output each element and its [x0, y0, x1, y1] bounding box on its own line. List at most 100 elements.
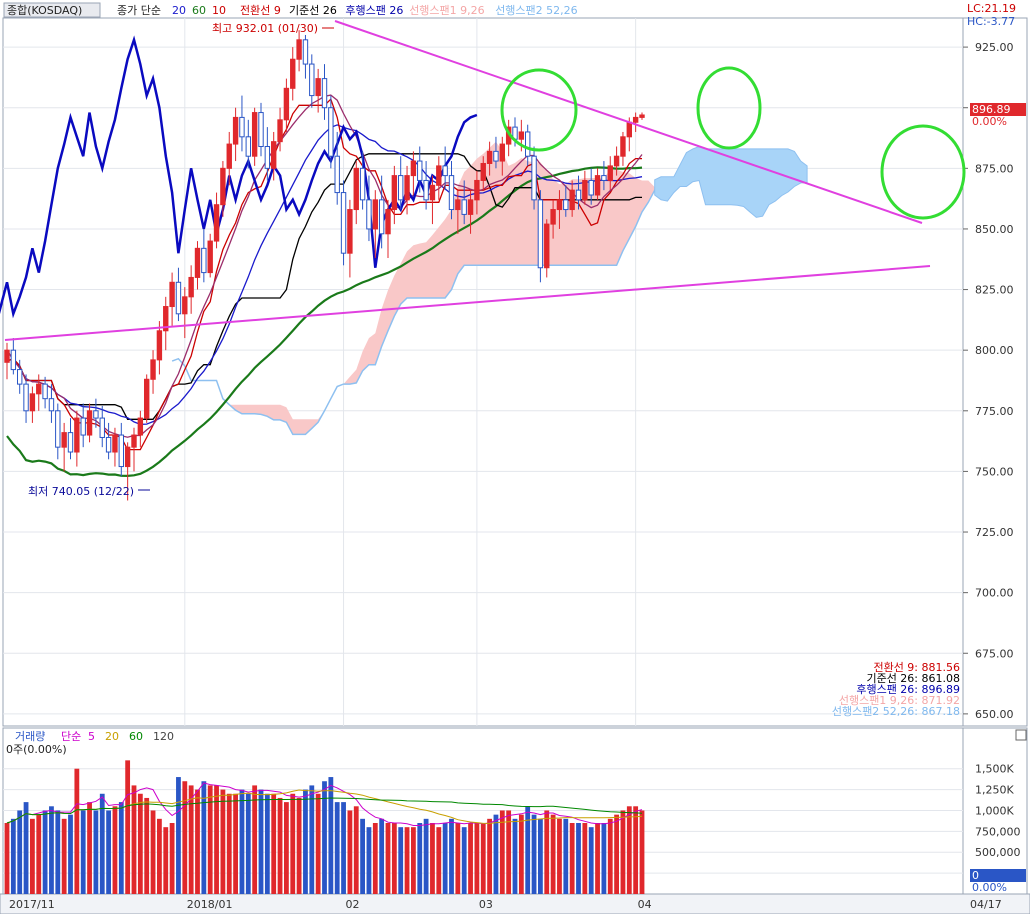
candle-body	[118, 434, 124, 468]
volume-bar	[417, 823, 423, 894]
date-label: 2017/11	[9, 898, 55, 911]
price-tick-label: 775.00	[975, 405, 1014, 418]
volume-bar	[353, 806, 359, 894]
price-axis	[962, 17, 1028, 727]
ma-period-10: 10	[212, 4, 226, 17]
candle-body	[105, 436, 112, 453]
candle-body	[404, 175, 410, 201]
indicator-value: 선행스팬1 9,26: 871.92	[839, 694, 960, 707]
candle-body	[156, 330, 163, 361]
current-price-pct: 0.00%	[972, 115, 1007, 128]
volume-bar	[506, 810, 512, 894]
volume-bar	[620, 810, 626, 894]
highlight-circle-2	[696, 66, 762, 150]
volume-bar	[544, 810, 550, 894]
volume-ma-period: 20	[105, 730, 119, 743]
candle-body	[417, 160, 423, 181]
volume-ma-period: 60	[129, 730, 143, 743]
volume-bar	[303, 789, 308, 894]
volume-bar	[525, 806, 531, 894]
date-label: 03	[479, 898, 493, 911]
volume-tick-label: 1,000K	[975, 804, 1014, 817]
volume-bar	[264, 793, 270, 894]
candle-body	[632, 116, 639, 123]
candle-body	[359, 167, 366, 201]
low-annotation: 최저 740.05 (12/22)	[28, 485, 134, 498]
volume-tag-pct: 0.00%	[972, 881, 1007, 894]
volume-bar	[366, 827, 372, 894]
volume-bar	[493, 814, 499, 894]
candle-body	[499, 143, 506, 162]
candle-body	[467, 199, 474, 215]
volume-bar	[131, 785, 137, 894]
candle-body	[55, 410, 61, 448]
candle-body	[232, 116, 239, 145]
volume-bar	[391, 823, 397, 894]
candle-body	[239, 116, 245, 138]
volume-bar	[341, 802, 346, 894]
volume-ma-period: 5	[88, 730, 95, 743]
volume-bar	[576, 823, 581, 894]
candle-body	[258, 112, 264, 148]
volume-ma-label: 단순	[61, 730, 81, 743]
ichimoku-legend-item: 기준선 26	[289, 4, 337, 17]
volume-title: 거래량	[15, 730, 45, 743]
ichimoku-legend-item: 선행스팬2 52,26	[495, 4, 577, 17]
price-tick-label: 825.00	[975, 284, 1014, 297]
price-tick-label: 925.00	[975, 41, 1014, 54]
current-price-value: 896.89	[972, 103, 1011, 116]
volume-ma5-line	[6, 782, 643, 826]
volume-bar	[10, 818, 16, 894]
symbol-label[interactable]: 종합(KOSDAQ)	[7, 4, 82, 17]
resistance-trendline	[334, 20, 923, 224]
volume-bar	[455, 823, 461, 894]
price-panel	[2, 17, 964, 727]
volume-bar	[436, 827, 442, 894]
ma-period-20: 20	[172, 4, 186, 17]
volume-bar	[633, 806, 639, 894]
ichimoku-legend-item: 후행스팬 26	[345, 4, 403, 17]
volume-bar	[182, 781, 188, 894]
candle-body	[563, 199, 569, 211]
volume-bar	[487, 818, 492, 894]
ma-period-60: 60	[192, 4, 206, 17]
candle-body	[347, 209, 353, 254]
volume-bar	[99, 793, 105, 894]
candle-body	[474, 179, 480, 201]
candle-body	[194, 247, 201, 278]
indicator-value: 기준선 26: 861.08	[866, 672, 960, 685]
volume-bar	[271, 793, 277, 894]
volume-bar	[233, 793, 238, 894]
candle-body	[423, 179, 429, 201]
support-trendline	[4, 265, 931, 341]
panel-close-button[interactable]	[1015, 729, 1027, 741]
volume-tag	[970, 869, 1026, 882]
volume-bar	[176, 777, 181, 894]
candle-body	[67, 432, 74, 453]
volume-bar	[163, 827, 169, 894]
hc-readout: HC:-3.77	[967, 15, 1015, 28]
volume-bar	[169, 823, 175, 894]
symbol-box[interactable]	[3, 2, 101, 18]
lc-readout: LC:21.19	[967, 2, 1016, 15]
candle-body	[537, 199, 544, 269]
candle-body	[315, 78, 321, 97]
ichimoku-legend: 전환선 9 기준선 26 후행스팬 26 선행스팬1 9,26 선행스팬2 52,26	[240, 4, 578, 17]
volume-bar	[68, 814, 73, 894]
candle-body	[626, 121, 632, 138]
highlight-circle-3	[880, 124, 966, 220]
indicator-value: 전환선 9: 881.56	[873, 661, 960, 674]
price-gridlines	[3, 46, 963, 715]
volume-bar	[309, 785, 315, 894]
volume-bar	[557, 818, 562, 894]
candle-body	[163, 306, 169, 332]
candle-body	[391, 175, 398, 211]
volume-bar	[379, 818, 385, 894]
candle-body	[290, 58, 296, 89]
volume-bar	[404, 827, 410, 894]
candle-body	[175, 281, 182, 315]
volume-axis	[962, 727, 1028, 895]
candle-body	[251, 112, 258, 157]
candle-body	[607, 165, 613, 181]
volume-bar	[277, 797, 283, 894]
